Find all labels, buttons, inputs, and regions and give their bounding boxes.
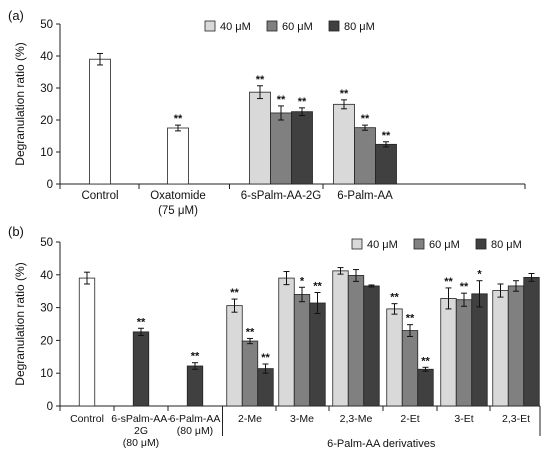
category-label: 6-sPalm-AA- [111,413,171,425]
legend-swatch [328,20,340,32]
category-label: 3-Et [454,413,473,425]
panel-label: (b) [8,224,24,239]
legend-swatch [204,20,216,32]
significance-label: ** [390,292,399,304]
category-label: Control [81,190,118,202]
category-label: 2-Et [400,413,419,425]
bar [332,270,349,407]
y-tick-label: 40 [40,270,53,282]
significance-label: ** [298,96,307,108]
category-label: (75 μM) [158,205,198,217]
bar [347,275,365,407]
category-label: 3-Me [290,413,314,425]
bar [78,277,96,407]
significance-label: ** [406,313,415,325]
legend-swatch [266,20,278,32]
category-label: 2-Me [238,413,262,425]
bar [417,368,434,407]
y-tick-label: 40 [40,51,53,63]
bar [401,330,419,407]
significance-label: ** [313,281,322,293]
derivatives-label: 6-Palm-AA derivatives [327,438,436,450]
bar [309,302,326,407]
bar [293,294,311,407]
bar [241,340,259,407]
category-label: Control [70,413,104,425]
bar [186,365,204,407]
significance-label: * [300,275,305,287]
legend-label: 80 μM [344,21,375,33]
bar [523,277,540,407]
bar [354,127,376,185]
y-tick-label: 20 [40,335,53,347]
category-label: Oxatomide [150,190,206,202]
bar [375,143,397,185]
significance-label: ** [246,326,255,338]
chart-panel-b: (b) 0 10 20 30 40 50 Degranulation ratio (%) Con… [8,224,541,450]
significance-label: ** [460,281,469,293]
significance-label: ** [421,355,430,367]
significance-label: ** [230,287,239,299]
bar [270,112,292,185]
significance-label: ** [340,88,349,100]
significance-label: ** [444,276,453,288]
category-label: 2,3-Me [340,413,373,425]
y-axis-label: Degranulation ratio (%) [13,262,27,385]
category-label: 2G [134,425,148,437]
bar [507,285,525,407]
bar [291,111,313,185]
y-tick-label: 10 [40,368,53,380]
bar [440,298,457,407]
legend-label: 40 μM [220,21,251,33]
y-tick-label: 0 [47,179,53,191]
category-label: 6-sPalm-AA-2G [241,190,322,202]
significance-label: ** [277,94,286,106]
significance-label: ** [361,113,370,125]
significance-label: ** [191,351,200,363]
significance-label: ** [382,130,391,142]
bar [132,331,150,407]
bar [386,308,403,407]
legend-swatch [351,238,363,250]
chart-panel-a: (a) 0 10 20 30 40 50 Degranulation ratio (%) Con… [8,8,526,217]
significance-label: ** [174,113,183,125]
significance-label: * [477,269,482,281]
category-label: (80 μM) [177,425,213,437]
significance-label: ** [261,352,270,364]
bar [455,299,473,407]
bar [167,127,189,185]
bar [278,277,295,407]
significance-label: ** [256,74,265,86]
legend-label: 60 μM [282,21,313,33]
y-tick-label: 0 [47,401,53,413]
bar [471,293,488,407]
y-tick-label: 30 [40,83,53,95]
legend-label: 80 μM [491,239,522,251]
y-tick-label: 20 [40,115,53,127]
legend-label: 40 μM [367,239,398,251]
y-tick-label: 10 [40,147,53,159]
category-label: 6-Palm-AA [170,413,221,425]
y-tick-label: 30 [40,303,53,315]
bar [363,285,380,407]
legend-label: 60 μM [429,239,460,251]
bar [492,290,509,407]
bar [333,103,355,185]
bar [89,58,111,185]
category-label: 2,3-Et [502,413,530,425]
bar [249,91,271,185]
significance-label: ** [137,316,146,328]
y-tick-label: 50 [40,19,53,31]
y-tick-label: 50 [40,237,53,249]
bar [257,368,274,407]
bar [226,305,243,407]
category-label: (80 μM) [123,437,159,449]
legend-swatch [475,238,487,250]
panel-label: (a) [8,8,24,23]
category-label: 6-Palm-AA [337,190,393,202]
legend-swatch [413,238,425,250]
y-axis-label: Degranulation ratio (%) [13,42,27,165]
